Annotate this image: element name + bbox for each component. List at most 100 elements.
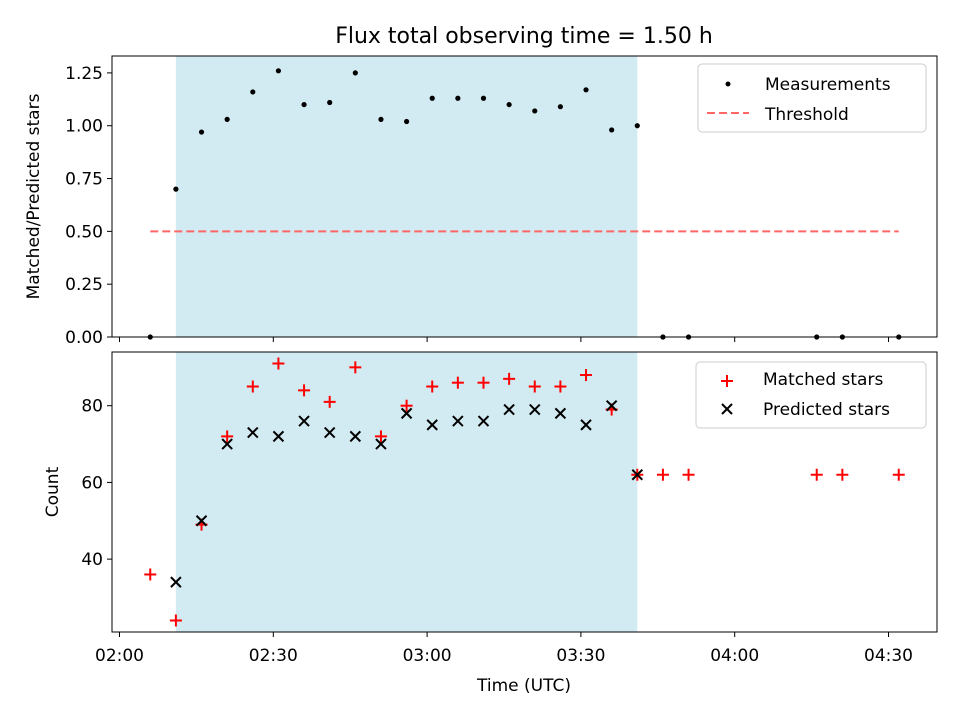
x-tick-label: 03:00 bbox=[403, 646, 452, 666]
matched-star-point bbox=[682, 468, 695, 481]
measurement-point bbox=[224, 116, 230, 122]
predicted-star-point bbox=[221, 438, 233, 450]
y-tick-label: 0.50 bbox=[65, 222, 103, 242]
predicted-star-point bbox=[272, 430, 285, 443]
matched-star-point bbox=[477, 376, 490, 389]
predicted-star-point bbox=[580, 419, 592, 431]
bottom-legend: Matched stars Predicted stars bbox=[695, 361, 927, 429]
matched-star-point bbox=[528, 380, 541, 393]
legend-matched-label: Matched stars bbox=[763, 370, 883, 390]
top-panel: 0.00 0.25 0.50 0.75 1.00 1.25 Matched/Predict… bbox=[24, 55, 938, 348]
matched-star-point bbox=[451, 376, 464, 389]
measurement-point bbox=[429, 95, 435, 101]
measurement-point bbox=[275, 68, 282, 74]
measurement-point bbox=[173, 186, 179, 192]
matched-star-point bbox=[246, 380, 259, 393]
y-tick-label: 0.00 bbox=[65, 328, 103, 348]
top-axes-frame bbox=[111, 55, 938, 338]
y-tick-label: 40 bbox=[81, 550, 103, 570]
legend-measurements-label: Measurements bbox=[765, 75, 891, 95]
y-tick-label: 1.25 bbox=[65, 64, 103, 84]
y-tick-label: 60 bbox=[81, 473, 103, 493]
top-ylabel: Matched/Predicted stars bbox=[24, 93, 44, 299]
measurement-point bbox=[557, 104, 563, 110]
measurement-point bbox=[250, 89, 256, 95]
x-tick-label: 04:00 bbox=[710, 646, 759, 666]
measurement-point bbox=[198, 129, 205, 135]
predicted-star-point bbox=[477, 415, 490, 427]
y-tick-label: 0.25 bbox=[65, 275, 103, 295]
x-tick-label: 02:00 bbox=[95, 646, 144, 666]
measurement-point bbox=[634, 123, 640, 129]
y-tick-label: 1.00 bbox=[65, 117, 103, 137]
legend-threshold-label: Threshold bbox=[764, 105, 849, 125]
top-shaded-interval bbox=[175, 56, 638, 337]
bottom-axis-ticks: 40 60 80 02:00 02:30 03:00 03:30 04:00 04:30 bbox=[81, 397, 913, 666]
measurement-point bbox=[609, 127, 615, 133]
top-legend: Measurements Threshold bbox=[697, 63, 927, 133]
predicted-star-point bbox=[529, 403, 541, 416]
predicted-star-point bbox=[375, 438, 387, 450]
x-tick-label: 04:30 bbox=[864, 646, 913, 666]
measurement-point bbox=[301, 101, 307, 108]
matched-star-point bbox=[656, 468, 669, 481]
predicted-star-point bbox=[452, 415, 464, 427]
y-tick-label: 80 bbox=[81, 397, 103, 417]
matched-star-point bbox=[892, 468, 905, 481]
measurement-point bbox=[480, 95, 487, 101]
measurement-point bbox=[378, 116, 384, 122]
top-legend-box bbox=[697, 63, 927, 133]
matched-star-point bbox=[169, 614, 182, 627]
predicted-star-point bbox=[323, 426, 336, 439]
measurement-point bbox=[532, 108, 538, 114]
legend-measurements-marker bbox=[725, 81, 731, 87]
matched-star-point bbox=[144, 568, 157, 581]
y-tick-label: 0.75 bbox=[65, 170, 103, 190]
matched-star-point bbox=[580, 369, 593, 382]
legend-matched-marker bbox=[721, 375, 733, 387]
matched-star-point bbox=[836, 468, 849, 481]
bottom-plot-marks bbox=[144, 357, 905, 627]
predicted-star-point bbox=[170, 576, 182, 588]
figure-title: Flux total observing time = 1.50 h bbox=[335, 24, 713, 49]
predicted-star-point bbox=[298, 415, 310, 427]
predicted-star-point bbox=[426, 419, 438, 431]
matched-star-point bbox=[426, 380, 439, 393]
predicted-star-point bbox=[195, 515, 208, 527]
measurement-point bbox=[455, 95, 461, 101]
predicted-star-point bbox=[605, 399, 618, 412]
bottom-axes-frame bbox=[111, 351, 938, 633]
matched-star-point bbox=[810, 468, 823, 481]
matched-star-point bbox=[272, 357, 285, 370]
predicted-star-point bbox=[503, 403, 515, 416]
bottom-shaded-interval bbox=[175, 352, 638, 632]
predicted-star-point bbox=[400, 407, 413, 420]
matched-star-point bbox=[554, 380, 567, 393]
x-tick-label: 02:30 bbox=[249, 646, 298, 666]
matched-star-point bbox=[400, 399, 413, 412]
bottom-panel: 40 60 80 02:00 02:30 03:00 03:30 04:00 04:30 Cou… bbox=[43, 351, 938, 696]
matched-star-point bbox=[374, 430, 387, 443]
predicted-star-point bbox=[631, 469, 644, 481]
x-tick-label: 03:30 bbox=[556, 646, 605, 666]
bottom-xlabel: Time (UTC) bbox=[476, 676, 571, 696]
matched-star-point bbox=[503, 372, 516, 385]
measurement-point bbox=[506, 101, 512, 108]
legend-predicted-label: Predicted stars bbox=[763, 400, 890, 420]
legend-predicted-marker bbox=[721, 403, 733, 415]
predicted-star-point bbox=[247, 426, 259, 439]
matched-star-point bbox=[221, 430, 234, 443]
predicted-star-point bbox=[554, 407, 567, 420]
measurement-point bbox=[583, 87, 589, 93]
matched-star-point bbox=[298, 384, 311, 397]
top-axis-ticks: 0.00 0.25 0.50 0.75 1.00 1.25 bbox=[65, 64, 889, 348]
bottom-ylabel: Count bbox=[43, 466, 63, 517]
bottom-legend-box bbox=[695, 361, 927, 429]
matched-star-point bbox=[349, 361, 362, 374]
measurement-point bbox=[403, 118, 410, 125]
matched-star-point bbox=[323, 395, 336, 408]
measurement-point bbox=[352, 70, 358, 76]
measurement-point bbox=[327, 99, 333, 106]
predicted-star-point bbox=[349, 430, 362, 443]
